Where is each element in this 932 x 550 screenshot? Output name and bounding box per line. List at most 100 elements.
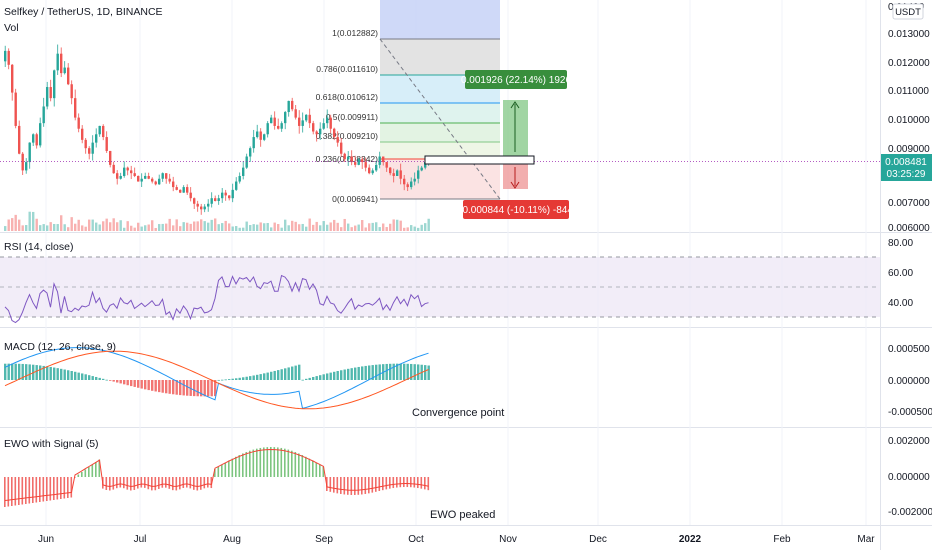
macd-hist-bar bbox=[179, 380, 182, 396]
macd-hist-bar bbox=[74, 371, 77, 380]
macd-hist-bar bbox=[228, 379, 231, 380]
candle-body bbox=[123, 167, 126, 176]
candle-body bbox=[4, 50, 7, 62]
candle-body bbox=[21, 153, 24, 171]
macd-hist-bar bbox=[287, 367, 290, 380]
ewo-hist-bar bbox=[266, 447, 269, 477]
volume-bar bbox=[319, 225, 322, 231]
volume-bar bbox=[60, 215, 63, 231]
ewo-hist-bar bbox=[77, 474, 80, 477]
candle-body bbox=[200, 206, 203, 210]
symbol-title[interactable]: Selfkey / TetherUS, 1D, BINANCE bbox=[4, 6, 163, 18]
ewo-hist-bar bbox=[270, 447, 272, 477]
macd-hist-bar bbox=[378, 364, 381, 380]
long-position-tool[interactable]: 0.001926 (22.14%) 1926 -0.000844 (-10.11… bbox=[424, 70, 573, 219]
profit-label-bg bbox=[465, 70, 567, 89]
macd-hist-bar bbox=[158, 380, 161, 393]
position-entry-box[interactable] bbox=[424, 155, 535, 165]
ewo-hist-bar bbox=[88, 467, 90, 477]
macd-hist-bar bbox=[196, 380, 199, 397]
macd-pane[interactable]: MACD (12, 26, close, 9) Convergence poin… bbox=[4, 341, 932, 419]
macd-hist-bar bbox=[137, 380, 140, 388]
macd-hist-bar bbox=[46, 366, 49, 380]
candle-body bbox=[53, 70, 56, 99]
ewo-hist-bar bbox=[336, 477, 339, 494]
ewo-hist-bar bbox=[413, 477, 416, 488]
macd-hist-bar bbox=[56, 368, 59, 380]
candle-body bbox=[231, 189, 234, 199]
price-tick-0009: 0.009000 bbox=[888, 144, 930, 155]
macd-hist-bar bbox=[298, 364, 301, 380]
ewo-hist-bar bbox=[4, 477, 6, 507]
volume-bar bbox=[266, 223, 269, 231]
fib-retracement[interactable]: 1(0.012882) 0.786(0.011610) 0.618(0.0106… bbox=[316, 0, 501, 204]
currency-badge-bg[interactable] bbox=[892, 3, 924, 20]
ewo-hist-bar bbox=[256, 448, 258, 477]
ewo-pane[interactable]: EWO with Signal (5) EWO peaked 0.002000 … bbox=[4, 436, 932, 521]
time-axis[interactable]: Jun Jul Aug Sep Oct Nov Dec 2022 Feb Mar bbox=[38, 534, 875, 545]
ewo-hist-bar bbox=[294, 451, 297, 477]
ewo-hist-bar bbox=[28, 477, 31, 504]
ewo-signal-line bbox=[4, 448, 429, 501]
candle-body bbox=[28, 142, 31, 163]
volume-bar bbox=[102, 221, 105, 231]
volume-bar bbox=[98, 224, 101, 231]
candle-body bbox=[18, 125, 21, 154]
macd-hist-bar bbox=[175, 380, 178, 395]
volume-bar bbox=[179, 226, 182, 231]
macd-hist-bar bbox=[270, 371, 273, 380]
candle-body bbox=[161, 173, 164, 179]
volume-bar bbox=[196, 221, 199, 231]
macd-hist-bar bbox=[350, 368, 353, 380]
candle-body bbox=[350, 156, 353, 163]
macd-hist-bar bbox=[193, 380, 196, 397]
ewo-hist-bar bbox=[119, 477, 122, 488]
macd-hist-bar bbox=[417, 364, 420, 380]
volume-bar bbox=[280, 227, 283, 231]
candle-body bbox=[396, 170, 399, 176]
time-tick-aug: Aug bbox=[223, 534, 241, 545]
volume-bar bbox=[228, 223, 231, 231]
macd-hist-bar bbox=[368, 365, 371, 380]
volume-bar bbox=[301, 223, 304, 231]
time-tick-2022: 2022 bbox=[679, 534, 702, 545]
macd-hist-bar bbox=[266, 372, 269, 380]
macd-hist-bar bbox=[25, 364, 28, 380]
ewo-hist-bar bbox=[263, 447, 265, 477]
macd-hist-bar bbox=[242, 377, 245, 380]
price-tick-0010: 0.010000 bbox=[888, 115, 930, 126]
volume-bar bbox=[53, 223, 56, 231]
volume-bar bbox=[133, 227, 136, 231]
macd-hist-bar bbox=[119, 380, 122, 384]
candle-body bbox=[312, 123, 315, 132]
macd-tick-pos: 0.000500 bbox=[888, 344, 930, 355]
volume-bar bbox=[186, 222, 189, 231]
fib-label-0382: 0.382(0.009210) bbox=[316, 131, 379, 141]
volume-bar bbox=[420, 224, 423, 231]
volume-bar bbox=[144, 225, 147, 231]
volume-bar bbox=[116, 222, 119, 231]
price-axis[interactable]: 0.01400 USDT 0.013000 0.012000 0.011000 … bbox=[881, 2, 932, 234]
macd-hist-bar bbox=[280, 369, 283, 380]
ewo-hist-bar bbox=[46, 477, 48, 501]
macd-hist-bar bbox=[63, 369, 66, 380]
volume-label: Vol bbox=[4, 22, 19, 34]
ewo-hist-bar bbox=[231, 458, 234, 477]
rsi-pane[interactable]: RSI (14, close) 80.00 60.00 40.00 bbox=[0, 238, 913, 324]
macd-hist-bar bbox=[217, 379, 220, 381]
volume-bar bbox=[273, 222, 276, 231]
volume-bar bbox=[333, 219, 336, 231]
volume-bar bbox=[284, 219, 287, 231]
volume-bar bbox=[18, 219, 21, 231]
ewo-hist-bar bbox=[340, 477, 342, 494]
ewo-hist-bar bbox=[105, 477, 108, 490]
candle-body bbox=[165, 173, 168, 179]
candle-body bbox=[49, 87, 52, 99]
ewo-hist-bar bbox=[333, 477, 335, 493]
candle-body bbox=[210, 198, 213, 204]
ewo-hist-bar bbox=[291, 450, 293, 477]
volume-bar bbox=[322, 221, 325, 231]
candle-body bbox=[235, 181, 238, 190]
ewo-hist-bar bbox=[63, 477, 66, 499]
ewo-hist-bar bbox=[123, 477, 125, 489]
